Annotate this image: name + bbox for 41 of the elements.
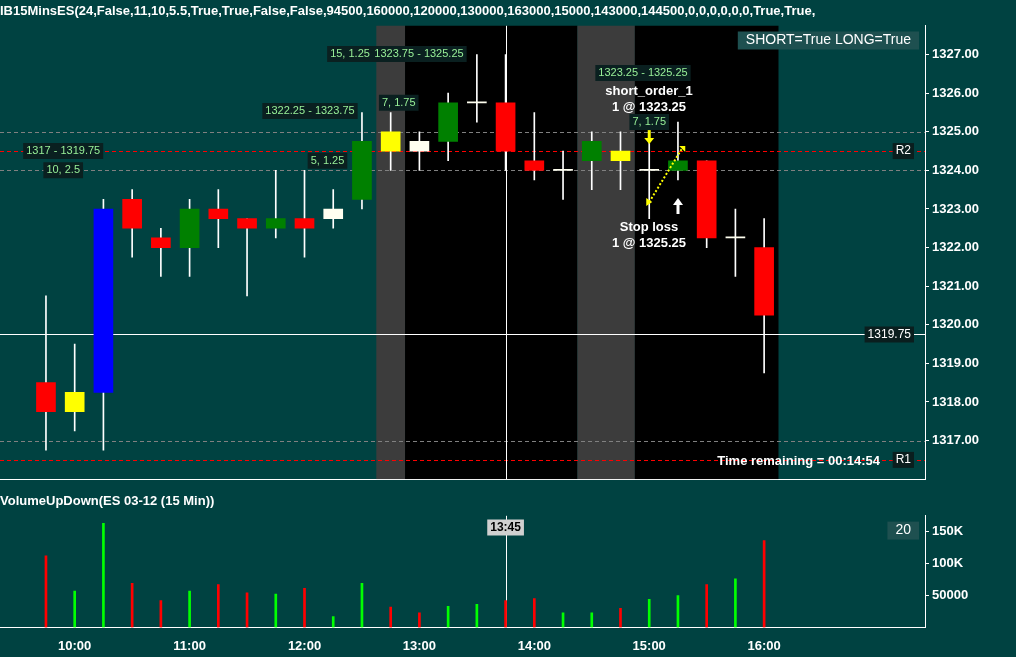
y-tick-label: 100K	[932, 555, 964, 571]
annotation: SHORT=True LONG=True	[745, 31, 912, 48]
y-tick-label: 1323.00	[932, 200, 979, 216]
y-tick-label: 1320.00	[932, 316, 979, 332]
y-tick-label: 1318.00	[932, 393, 979, 409]
ref-line-label: R1	[895, 452, 912, 467]
ref-line-label: R2	[895, 143, 912, 158]
annotation: Stop loss 1 @ 1325.25	[611, 218, 687, 250]
annotation: 10, 2.5	[46, 163, 81, 176]
y-tick-label: 1317.00	[932, 432, 979, 448]
x-tick-label: 15:00	[632, 637, 666, 653]
y-tick-label: 1326.00	[932, 84, 979, 100]
chart-title: IB15MinsES(24,False,11,10,5.5,True,True,False,False,94500,160000,120000,130000,163000,15000,143000,144500,0,0,0,0,0,0,True,True,	[0, 3, 816, 19]
x-tick-label: 11:00	[173, 637, 206, 653]
annotation: 1317 - 1319.75	[26, 144, 101, 157]
y-tick-label: 150K	[932, 523, 964, 539]
x-tick-label: 13:00	[402, 637, 437, 653]
annotation: Time remaining = 00:14:54	[717, 452, 881, 468]
y-tick-label: 1321.00	[932, 277, 979, 293]
x-tick-label: 16:00	[747, 637, 781, 653]
x-tick-label: 12:00	[287, 637, 322, 653]
annotation: 7, 1.75	[632, 115, 667, 128]
annotation: 20	[895, 521, 912, 538]
y-tick-label: 1327.00	[932, 46, 979, 62]
annotation: 7, 1.75	[381, 95, 416, 108]
annotation: 15, 1.25	[330, 47, 370, 60]
annotation: 5, 1.25	[310, 153, 345, 166]
annotation: 1323.25 - 1325.25	[598, 66, 688, 79]
y-tick-label: 1325.00	[932, 123, 979, 139]
y-tick-label: 1322.00	[932, 239, 979, 255]
x-tick-label: 14:00	[517, 637, 551, 653]
y-tick-label: 1324.00	[932, 161, 979, 177]
annotation: short_order_1 1 @ 1323.25	[605, 82, 693, 114]
annotation: 13:45	[490, 519, 522, 534]
y-tick-label: 50000	[932, 587, 969, 603]
y-tick-label: 1319.00	[932, 354, 979, 370]
x-tick-label: 10:00	[58, 637, 92, 653]
chart-title: VolumeUpDown(ES 03-12 (15 Min))	[0, 493, 215, 509]
annotation: 1323.75 - 1325.25	[374, 47, 464, 60]
ref-line-label: 1319.75	[867, 326, 912, 341]
annotation: 1322.25 - 1323.75	[265, 104, 355, 117]
